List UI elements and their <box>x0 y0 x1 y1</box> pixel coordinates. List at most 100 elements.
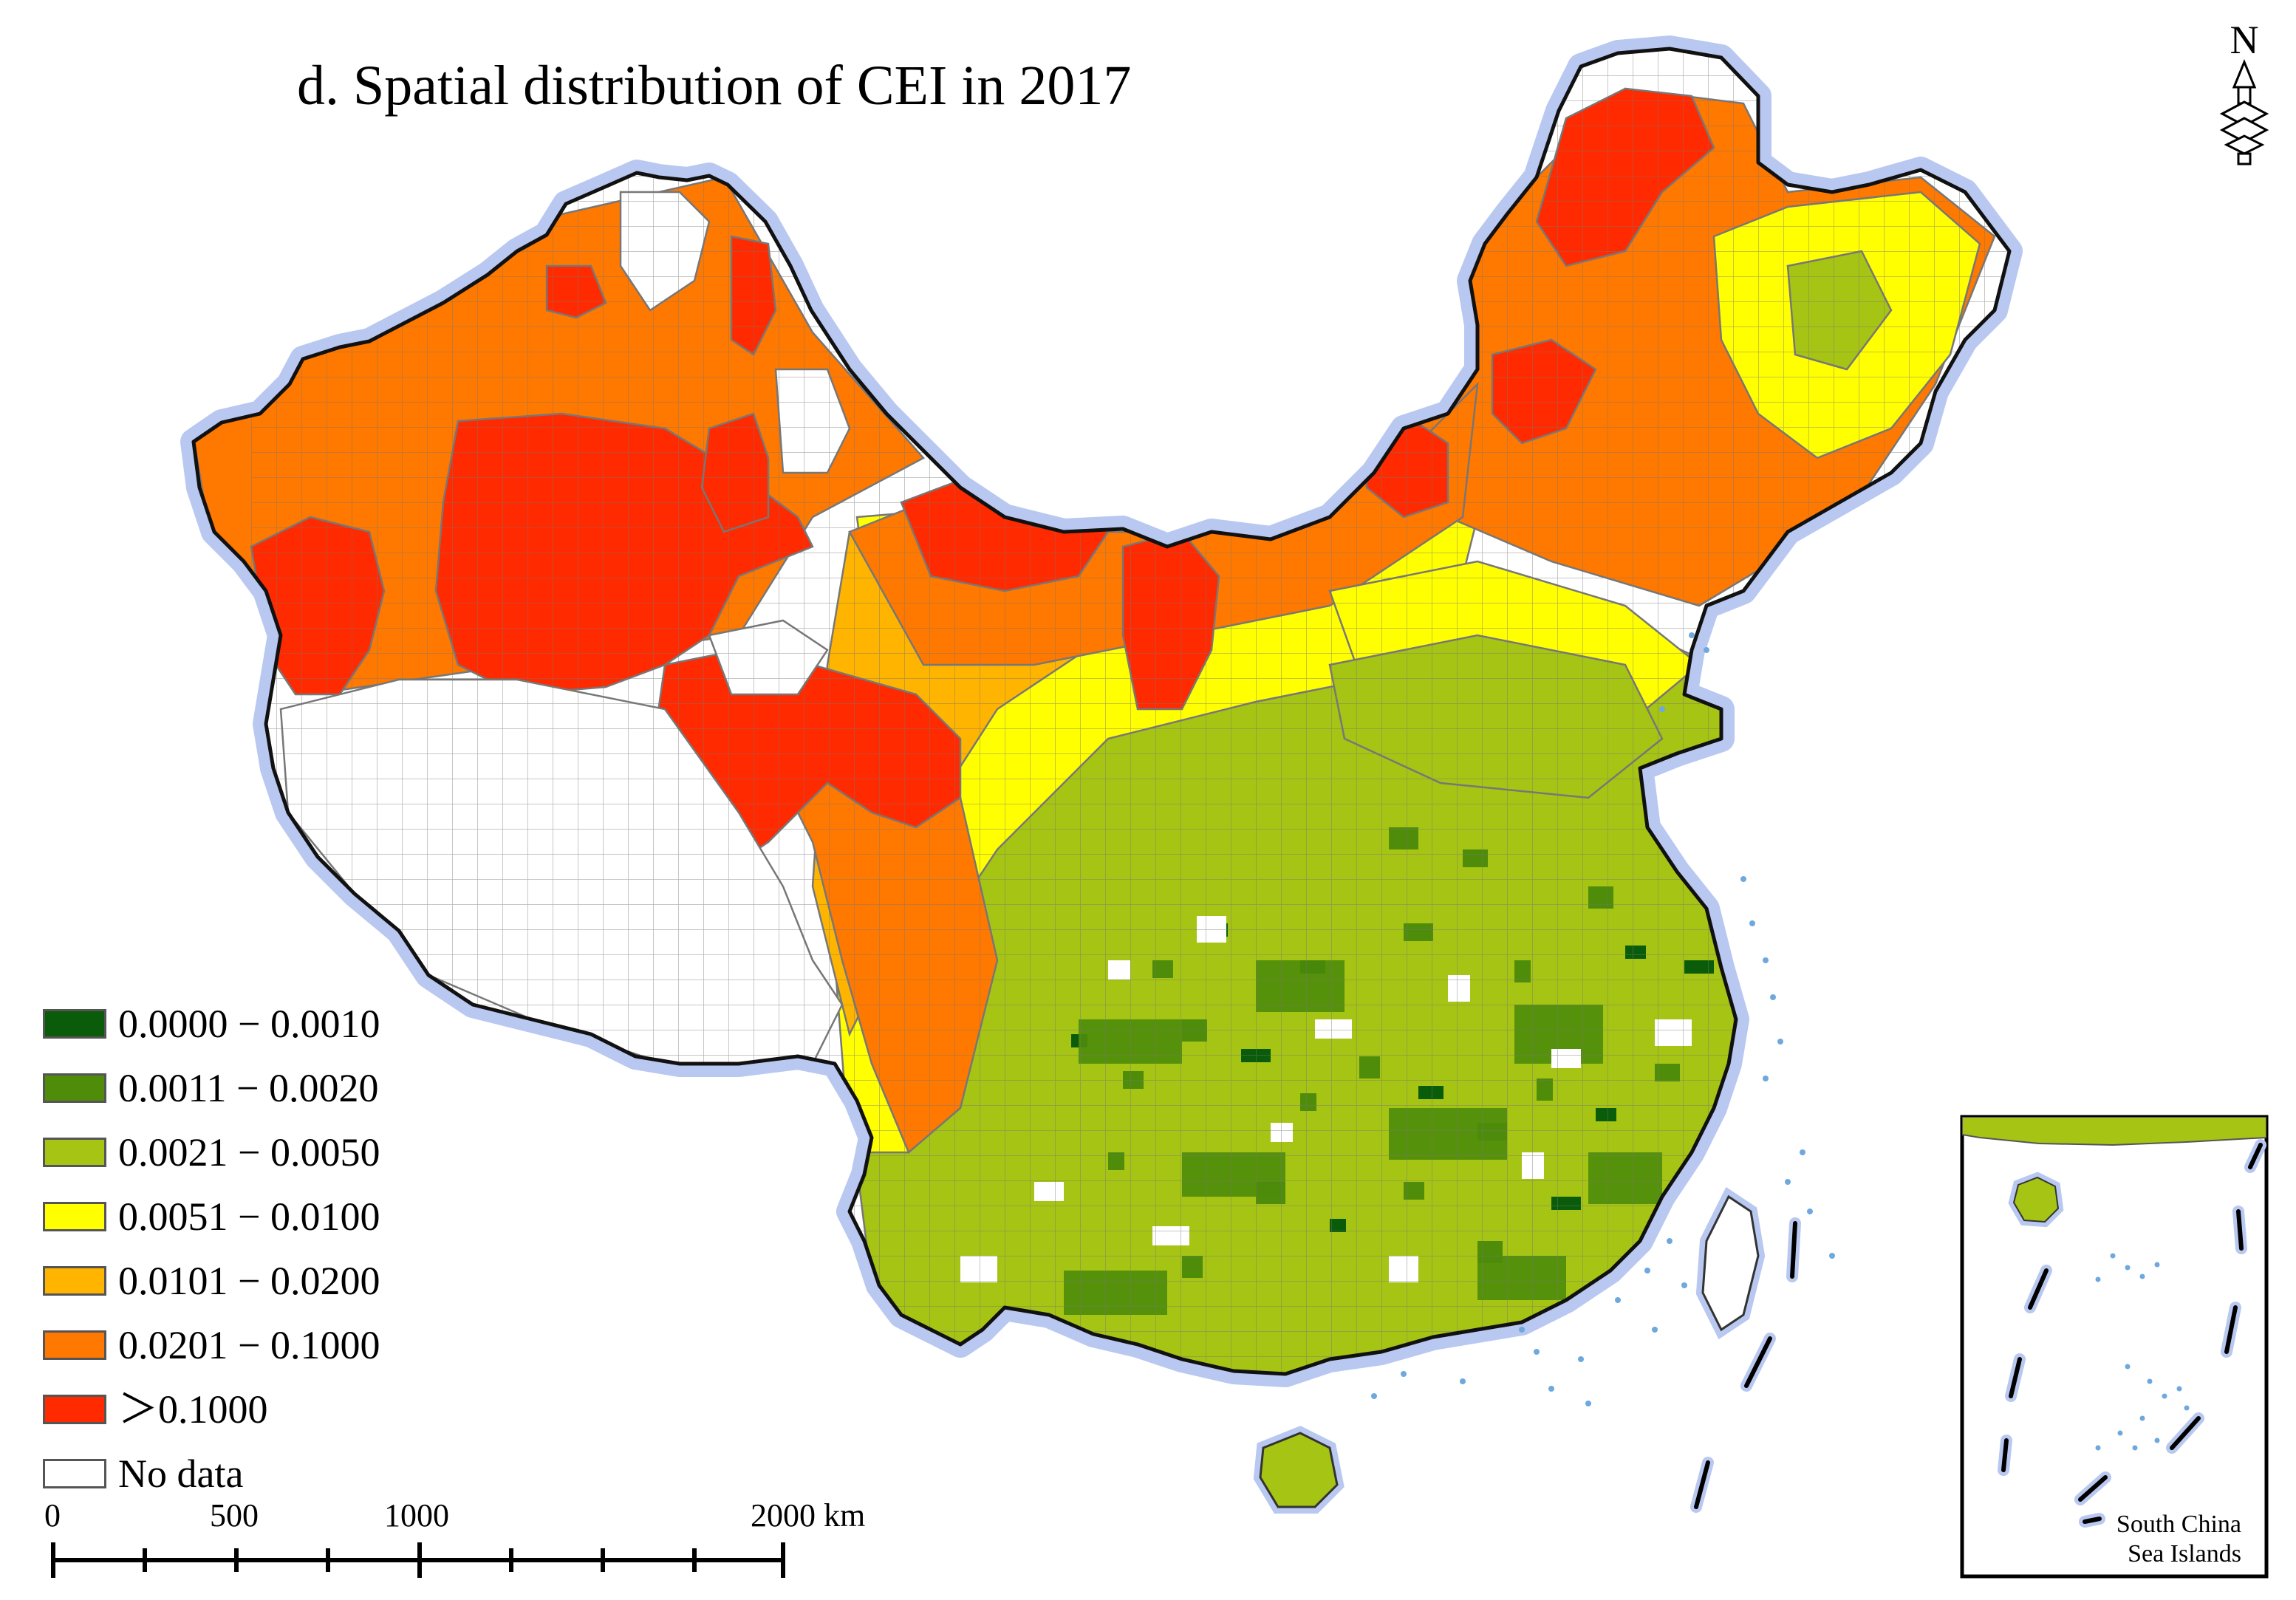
legend-item: ＞0.1000 <box>43 1377 380 1441</box>
inset-caption-line1: South China <box>2116 1511 2241 1538</box>
legend-label: 0.0000 − 0.0010 <box>118 1001 380 1046</box>
inset-island-dot <box>2139 1273 2145 1279</box>
north-arrow-part <box>2219 117 2269 143</box>
legend-label: ＞0.1000 <box>118 1387 268 1432</box>
south-china-sea-inset <box>1960 1115 2269 1579</box>
sea-island-dot <box>1644 1268 1650 1273</box>
inset-island-dot <box>2154 1262 2160 1268</box>
inset-island-dot <box>2095 1445 2101 1451</box>
nine-dash-segment <box>1790 1221 1797 1279</box>
inset-nine-dash-segment <box>2028 1268 2049 1310</box>
north-arrow-part <box>2237 86 2252 105</box>
inset-nine-dash-segment <box>2009 1357 2022 1398</box>
inset-mainland-strip <box>1962 1117 2266 1146</box>
country-border <box>191 47 2012 1376</box>
inset-island-dot <box>2117 1430 2123 1436</box>
north-label: N <box>2230 18 2259 62</box>
major-islands <box>1253 1186 1766 1514</box>
scale-label-0: 0 <box>44 1497 61 1534</box>
scale-label-2000: 2000 km <box>751 1497 866 1534</box>
legend-item: 0.0101 − 0.0200 <box>43 1248 380 1313</box>
inset-nine-dash-segment <box>2224 1305 2238 1354</box>
inset-nine-dash-segment <box>2078 1475 2108 1502</box>
legend-swatch <box>43 1330 106 1360</box>
inset-island-dot <box>2125 1364 2131 1370</box>
inset-island-dot <box>2154 1437 2160 1443</box>
legend-item: 0.0051 − 0.0100 <box>43 1184 380 1248</box>
sea-island-dot <box>1785 1179 1791 1185</box>
sea-island-dot <box>1749 920 1755 926</box>
inset-island-dot <box>2110 1253 2116 1259</box>
sea-island-dot <box>1659 706 1665 712</box>
legend-label: 0.0011 − 0.0020 <box>118 1065 379 1110</box>
legend-item: 0.0011 − 0.0020 <box>43 1056 380 1120</box>
sea-island-dot <box>1578 1356 1584 1362</box>
legend-swatch <box>43 1008 106 1039</box>
nine-dash-segment <box>1694 1460 1710 1509</box>
scale-label-1000: 1000 <box>384 1497 449 1534</box>
inset-legend-dash <box>2083 1517 2102 1524</box>
legend-label: No data <box>118 1451 244 1496</box>
sea-island-dot <box>1800 1149 1805 1155</box>
sea-island-dot <box>1704 647 1709 653</box>
sea-island-dot <box>1371 1393 1377 1399</box>
inset-island-dot <box>2125 1265 2131 1271</box>
inset-island-dot <box>2132 1445 2138 1451</box>
inset-island-dot <box>2139 1415 2145 1421</box>
legend-item: No data <box>43 1441 380 1505</box>
sea-island-dot <box>1652 1327 1658 1333</box>
sea-island-dot <box>1807 1208 1813 1214</box>
map-title: d. Spatial distribution of CEI in 2017 <box>297 55 1132 117</box>
sea-island-dot <box>1667 1238 1673 1244</box>
north-arrow-part <box>2224 134 2265 155</box>
sea-island-dot <box>1763 957 1769 963</box>
inset-island-dot <box>2176 1386 2182 1392</box>
legend-swatch <box>43 1458 106 1488</box>
legend-label: 0.0201 − 0.1000 <box>118 1322 380 1367</box>
sea-islands-dots <box>1371 632 1835 1406</box>
legend-swatch <box>43 1137 106 1167</box>
legend-label: 0.0101 − 0.0200 <box>118 1258 380 1303</box>
inset-island-dot <box>2147 1378 2153 1384</box>
sea-island-dot <box>1401 1371 1407 1377</box>
sea-island-dot <box>1460 1378 1466 1384</box>
legend-swatch <box>43 1265 106 1296</box>
scale-label-500: 500 <box>210 1497 259 1534</box>
legend-swatch <box>43 1394 106 1424</box>
legend-label: 0.0021 − 0.0050 <box>118 1129 380 1175</box>
sea-island-dot <box>1681 1282 1687 1288</box>
sea-island-dot <box>1615 1297 1621 1303</box>
scale-bar <box>51 1542 785 1578</box>
legend-item: 0.0201 − 0.1000 <box>43 1313 380 1377</box>
sea-island-dot <box>1777 1039 1783 1045</box>
sea-island-dot <box>1770 994 1776 1000</box>
inset-nine-dash-segment <box>2248 1143 2263 1169</box>
inset-island-dot <box>2184 1405 2190 1411</box>
legend-label: 0.0051 − 0.0100 <box>118 1194 380 1239</box>
inset-nine-dash-segment <box>2236 1209 2244 1251</box>
inset-nine-dash-segment <box>2001 1438 2009 1472</box>
legend-item: 0.0021 − 0.0050 <box>43 1120 380 1184</box>
sea-island-dot <box>1689 632 1695 638</box>
sea-island-dot <box>1519 1327 1525 1333</box>
inset-island-dot <box>2095 1276 2101 1282</box>
taiwan-island <box>1701 1194 1760 1332</box>
inset-caption-line2: Sea Islands <box>2128 1540 2241 1567</box>
inset-nine-dash-segment <box>2170 1416 2201 1450</box>
north-arrow-icon: N <box>2219 18 2269 165</box>
sea-island-dot <box>1829 1253 1835 1259</box>
inset-island-dot <box>2162 1393 2167 1399</box>
legend-item: 0.0000 − 0.0010 <box>43 991 380 1056</box>
nine-dash-line-main <box>1690 1217 1801 1513</box>
inset-hainan <box>2012 1176 2060 1223</box>
sea-island-dot <box>1763 1076 1769 1081</box>
sea-island-dot <box>1548 1386 1554 1392</box>
nine-dash-segment <box>1744 1336 1772 1388</box>
hainan-island <box>1259 1432 1339 1508</box>
legend-swatch <box>43 1201 106 1231</box>
sea-island-dot <box>1534 1349 1540 1355</box>
sea-island-dot <box>1585 1401 1591 1406</box>
legend: 0.0000 − 0.0010 0.0011 − 0.0020 0.0021 −… <box>43 991 380 1505</box>
north-arrow-part <box>2232 59 2257 89</box>
